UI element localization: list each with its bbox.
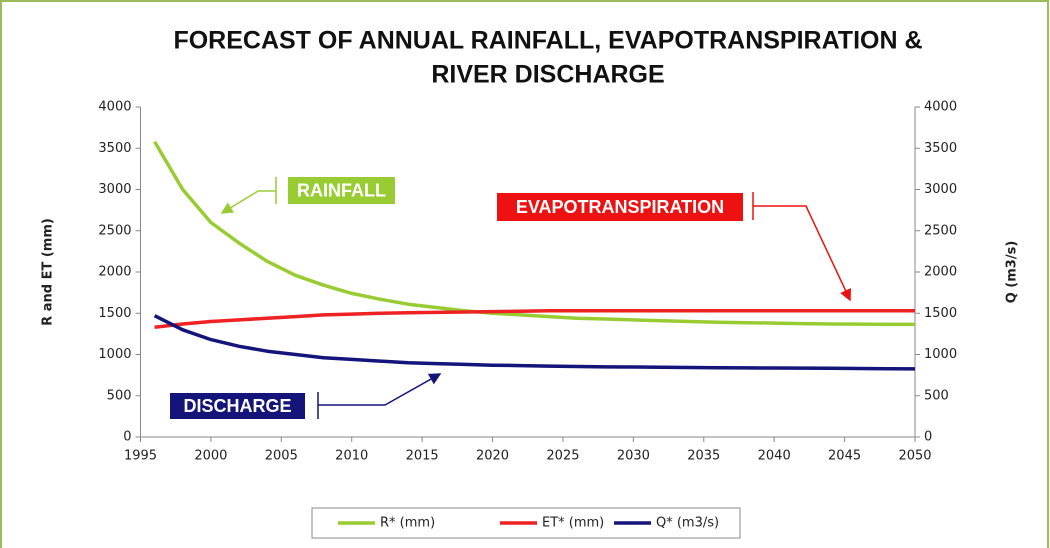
arrow <box>222 177 277 213</box>
y2-tick-label: 500 <box>924 388 949 403</box>
y2-tick-label: 3500 <box>924 141 957 156</box>
annotation: RAINFALL <box>297 180 386 200</box>
legend-label: Q* (m3/s) <box>656 516 719 531</box>
x-tick-label: 2005 <box>265 449 298 464</box>
x-tick-label: 2025 <box>546 449 579 464</box>
x-tick-label: 2040 <box>758 449 791 464</box>
series-line <box>153 314 916 371</box>
y2-tick-label: 2500 <box>924 223 957 238</box>
arrow <box>752 192 850 300</box>
x-tick-label: 2035 <box>687 449 720 464</box>
y-tick-label: 3500 <box>98 141 131 156</box>
y-tick-label: 1000 <box>98 347 131 362</box>
annotation: EVAPOTRANSPIRATION <box>516 197 724 217</box>
y-tick-label: 500 <box>107 388 132 403</box>
annotation-box <box>497 193 743 221</box>
y-tick-label: 2000 <box>98 265 131 280</box>
y2-axis-title: Q (m3/s) <box>1005 241 1020 304</box>
chart-title: RIVER DISCHARGE <box>431 61 664 89</box>
annotation: DISCHARGE <box>183 396 291 416</box>
y-tick-label: 1500 <box>98 306 131 321</box>
x-tick-label: 1995 <box>124 449 157 464</box>
x-tick-label: 2010 <box>335 449 368 464</box>
y2-tick-label: 4000 <box>924 100 957 115</box>
legend-label: R* (mm) <box>380 516 435 531</box>
x-tick-label: 2030 <box>617 449 650 464</box>
x-tick-label: 2015 <box>406 449 439 464</box>
y2-tick-label: 1500 <box>924 306 957 321</box>
annotation-box <box>170 393 305 419</box>
chart-title: FORECAST OF ANNUAL RAINFALL, EVAPOTRANSP… <box>173 27 922 55</box>
y2-tick-label: 2000 <box>924 265 957 280</box>
x-tick-label: 2045 <box>828 449 861 464</box>
y-tick-label: 3000 <box>98 182 131 197</box>
y-tick-label: 0 <box>123 430 131 445</box>
arrows <box>222 177 850 419</box>
series-line <box>154 309 915 330</box>
x-tick-label: 2020 <box>476 449 509 464</box>
y-tick-label: 4000 <box>98 100 131 115</box>
annotation-box <box>288 177 395 204</box>
y-tick-label: 2500 <box>98 223 131 238</box>
y2-tick-label: 3000 <box>924 182 957 197</box>
y2-tick-label: 0 <box>924 430 932 445</box>
y2-tick-label: 1000 <box>924 347 957 362</box>
x-tick-label: 2050 <box>898 449 931 464</box>
arrow <box>317 374 440 419</box>
legend-label: ET* (mm) <box>542 516 604 531</box>
y-axis-title: R and ET (mm) <box>41 218 56 326</box>
x-tick-label: 2000 <box>194 449 227 464</box>
series-line <box>153 140 915 327</box>
